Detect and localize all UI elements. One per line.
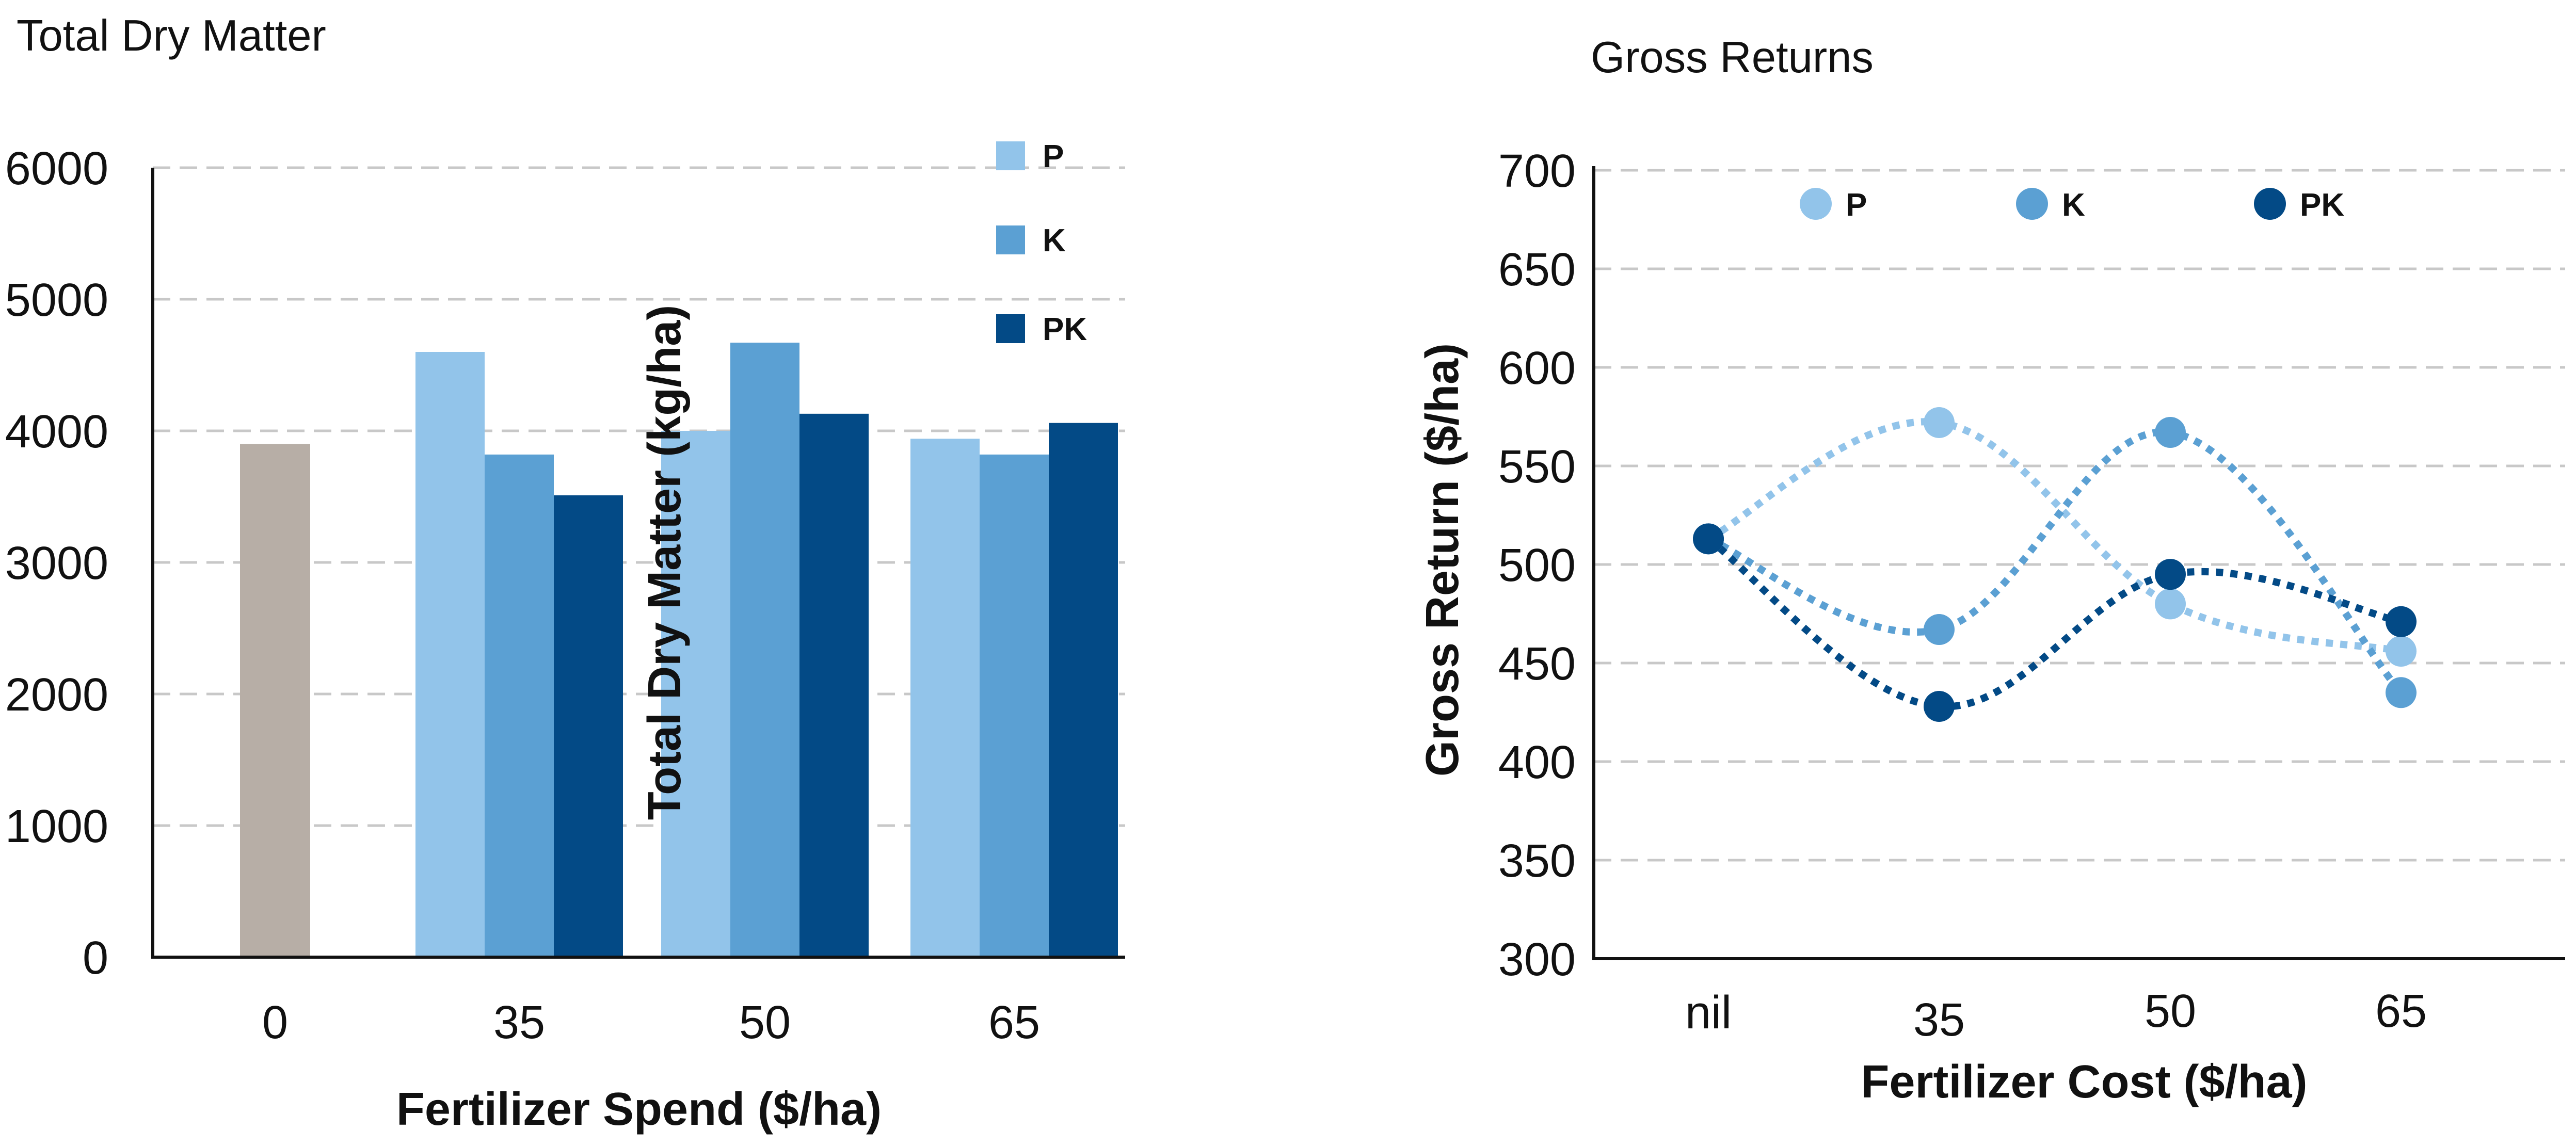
- gross-returns-x-axis-label: Fertilizer Cost ($/ha): [1861, 1056, 2307, 1108]
- dry-matter-chart: Total Dry Matter 0 1000 2000 3000 4000 5000 60…: [5, 11, 1125, 1135]
- gross-returns-y-tick-label: 700: [1498, 146, 1576, 197]
- dry-matter-y-tick-label: 0: [83, 932, 108, 984]
- dry-matter-legend-label-pk: PK: [1043, 312, 1087, 347]
- dry-matter-y-tick-label: 5000: [5, 275, 108, 326]
- gross-returns-line-pk: [1706, 536, 2402, 711]
- gross-returns-point-pk: [2386, 606, 2417, 637]
- gross-returns-points: [1693, 407, 2417, 722]
- dry-matter-bar-p: [415, 352, 485, 957]
- gross-returns-legend-label-pk: PK: [2300, 187, 2344, 223]
- gross-returns-point-p: [2155, 588, 2186, 620]
- dry-matter-x-tick-label: 0: [262, 997, 288, 1048]
- gross-returns-y-tick-label: 650: [1498, 244, 1576, 296]
- gross-returns-x-ticks: nil 35 50 65: [1685, 986, 2427, 1046]
- gross-returns-point-p: [1924, 407, 1955, 438]
- dry-matter-bars: [240, 343, 1118, 958]
- gross-returns-y-tick-label: 600: [1498, 343, 1576, 394]
- gross-returns-y-tick-label: 400: [1498, 737, 1576, 788]
- gross-returns-line-k: [1707, 428, 2404, 695]
- gross-returns-legend-marker-k: [2016, 188, 2048, 220]
- dry-matter-y-axis-label: Total Dry Matter (kg/ha): [639, 305, 691, 820]
- dry-matter-title: Total Dry Matter: [17, 11, 326, 60]
- gross-returns-gridlines: [1594, 169, 2565, 862]
- dry-matter-x-ticks: 0 35 50 65: [262, 997, 1040, 1048]
- gross-returns-x-tick-label: 50: [2145, 986, 2196, 1037]
- gross-returns-legend: P K PK: [1800, 187, 2344, 223]
- gross-returns-point-pk: [2155, 559, 2186, 590]
- dry-matter-y-tick-label: 3000: [5, 538, 108, 589]
- gross-returns-title: Gross Returns: [1591, 33, 1874, 82]
- gross-returns-point-k: [2155, 417, 2186, 448]
- gross-returns-y-tick-label: 450: [1498, 638, 1576, 690]
- dry-matter-y-tick-label: 6000: [5, 143, 108, 195]
- dry-matter-y-tick-label: 1000: [5, 801, 108, 852]
- dry-matter-x-tick-label: 35: [493, 997, 545, 1048]
- dry-matter-y-tick-label: 2000: [5, 669, 108, 721]
- gross-returns-x-tick-label: 65: [2375, 986, 2427, 1037]
- gross-returns-y-tick-label: 350: [1498, 835, 1576, 887]
- gross-returns-legend-marker-p: [1800, 188, 1832, 220]
- dry-matter-legend-swatch-pk: [996, 314, 1025, 343]
- gross-returns-legend-marker-pk: [2254, 188, 2286, 220]
- dry-matter-x-tick-label: 65: [988, 997, 1040, 1048]
- gross-returns-chart: Gross Returns 300 350 400 450 500 550 600 650 70…: [1417, 33, 2565, 1108]
- gross-returns-point-k: [1924, 614, 1955, 645]
- gross-returns-point-pk: [1693, 523, 1724, 555]
- dry-matter-legend-swatch-k: [996, 225, 1025, 254]
- gross-returns-y-tick-label: 500: [1498, 540, 1576, 591]
- gross-returns-point-k: [2386, 677, 2417, 708]
- dry-matter-bar-p: [910, 439, 980, 957]
- dry-matter-x-axis-label: Fertilizer Spend ($/ha): [396, 1084, 882, 1135]
- dry-matter-bar-pk: [799, 413, 869, 957]
- dry-matter-bar-pk: [1049, 423, 1118, 958]
- gross-returns-x-tick-label: nil: [1685, 987, 1732, 1039]
- gross-returns-y-tick-label: 300: [1498, 934, 1576, 986]
- dry-matter-legend-label-p: P: [1043, 139, 1064, 174]
- gross-returns-y-tick-label: 550: [1498, 441, 1576, 493]
- gross-returns-series-lines: [1706, 418, 2404, 711]
- dry-matter-bar-control: [240, 444, 310, 957]
- gross-returns-legend-label-k: K: [2062, 187, 2085, 223]
- dry-matter-bar-pk: [554, 495, 623, 957]
- dry-matter-bar-k: [730, 343, 799, 957]
- gross-returns-x-tick-label: 35: [1913, 994, 1965, 1046]
- dry-matter-legend-swatch-p: [996, 141, 1025, 170]
- dry-matter-bar-k: [980, 454, 1049, 957]
- gross-returns-y-axis-label: Gross Return ($/ha): [1417, 343, 1468, 777]
- dry-matter-x-tick-label: 50: [739, 997, 791, 1048]
- gross-returns-point-pk: [1924, 691, 1955, 722]
- dry-matter-bar-p: [661, 431, 730, 957]
- gross-returns-legend-label-p: P: [1846, 187, 1867, 223]
- dry-matter-legend-label-k: K: [1043, 223, 1066, 259]
- gross-returns-point-p: [2386, 636, 2417, 667]
- dry-matter-y-tick-label: 4000: [5, 406, 108, 458]
- gross-returns-line-p: [1706, 418, 2402, 655]
- dry-matter-bar-k: [485, 454, 554, 957]
- gross-returns-y-ticks: 300 350 400 450 500 550 600 650 700: [1498, 146, 1576, 986]
- dry-matter-y-ticks: 0 1000 2000 3000 4000 5000 6000: [5, 143, 108, 984]
